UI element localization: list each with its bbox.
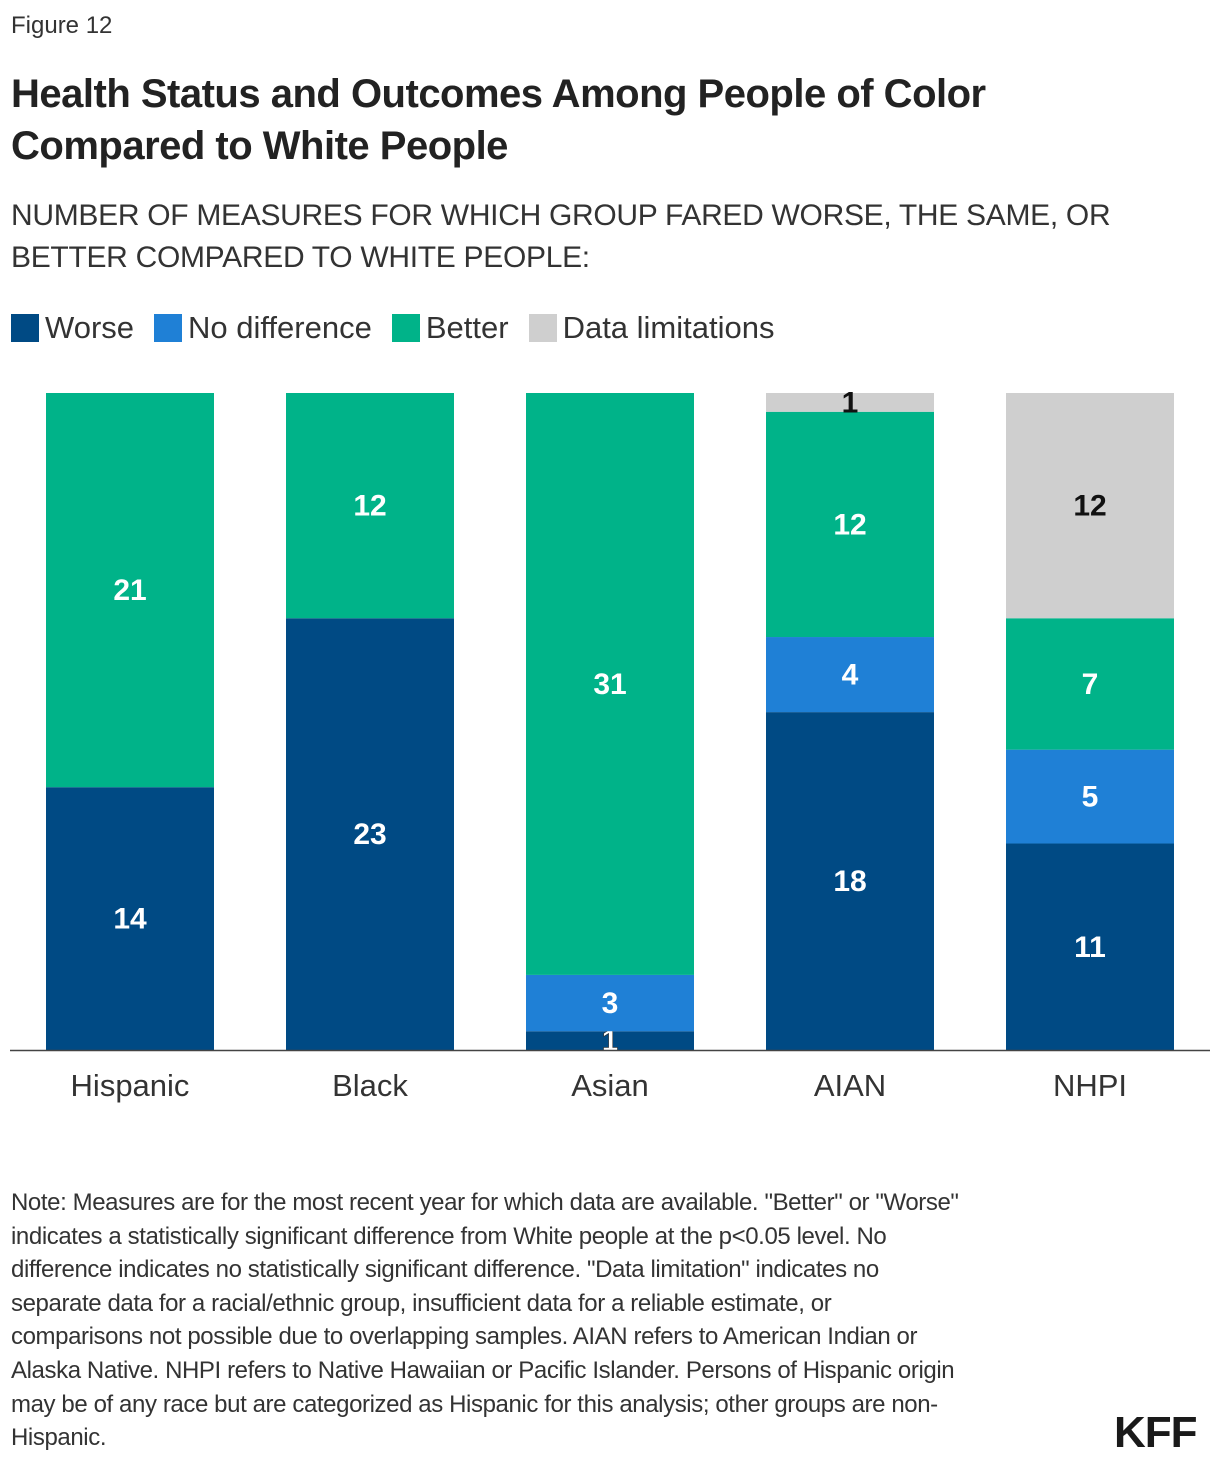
- legend-swatch: [154, 314, 183, 342]
- data-label: 12: [353, 490, 386, 523]
- stacked-bar-chart: 14 21 Hispanic 23 12 Black 1 3 31 Asian 18 4 12 1 AIAN…: [10, 386, 1210, 1103]
- note-line: separate data for a racial/ethnic group,…: [11, 1289, 832, 1317]
- bar-segment-aian-worse: [766, 712, 934, 1050]
- data-label: 7: [1082, 668, 1099, 701]
- bar-segment-aian-better: [766, 411, 934, 638]
- legend-label: No difference: [188, 310, 372, 345]
- data-label: 1: [602, 1025, 619, 1058]
- data-label: 5: [1082, 781, 1099, 814]
- data-label: 3: [602, 987, 619, 1020]
- chart-title: Health Status and Outcomes Among People …: [11, 72, 986, 168]
- legend-label: Better: [425, 310, 509, 345]
- data-label: 1: [842, 386, 859, 419]
- chart-subtitle: NUMBER OF MEASURES FOR WHICH GROUP FARED…: [11, 199, 1111, 274]
- data-label: 12: [1073, 490, 1106, 523]
- bar-segment-nhpi-better: [1006, 618, 1174, 750]
- data-label: 11: [1074, 931, 1106, 964]
- data-label: 23: [353, 818, 386, 851]
- x-tick-label: NHPI: [1053, 1068, 1127, 1103]
- legend-item-better: Better: [391, 310, 509, 346]
- bar-segment-aian-data-limitations: [766, 393, 934, 412]
- legend-swatch: [391, 314, 420, 342]
- x-tick-label: Hispanic: [71, 1068, 190, 1103]
- bar-segment-asian-worse: [526, 1031, 694, 1050]
- legend-item-data-limitations: Data limitations: [528, 310, 775, 346]
- bar-segment-nhpi-data-limitations: [1006, 393, 1174, 619]
- figure-label: Figure 12: [11, 12, 113, 39]
- note-line: difference indicates no statistically si…: [11, 1256, 879, 1284]
- data-label: 18: [833, 865, 866, 898]
- note-line: may be of any race but are categorized a…: [11, 1390, 938, 1418]
- note-line: Hispanic.: [11, 1424, 107, 1452]
- bar-segment-black-better: [286, 393, 454, 619]
- x-tick-label: Asian: [571, 1068, 649, 1103]
- data-label: 14: [113, 903, 147, 936]
- note-line: Note: Measures are for the most recent y…: [11, 1189, 959, 1216]
- bar-segment-nhpi-no-difference: [1006, 749, 1174, 844]
- x-tick-label: Black: [332, 1068, 408, 1103]
- note-line: comparisons not possible due to overlapp…: [11, 1323, 918, 1351]
- data-label: 31: [593, 668, 626, 701]
- note-line: indicates a statistically significant di…: [11, 1222, 887, 1250]
- data-label: 12: [833, 508, 866, 541]
- kff-logo: KFF: [1114, 1408, 1198, 1457]
- bar-segment-hispanic-worse: [46, 787, 214, 1050]
- legend-item-no-difference: No difference: [154, 310, 372, 346]
- bar-segment-nhpi-worse: [1006, 843, 1174, 1050]
- legend-label: Worse: [45, 310, 135, 345]
- bar-segment-asian-no-difference: [526, 974, 694, 1032]
- bar-segment-aian-no-difference: [766, 637, 934, 713]
- legend-swatch: [528, 314, 557, 342]
- x-tick-label: AIAN: [814, 1068, 886, 1103]
- legend-swatch: [11, 314, 39, 342]
- bar-segment-black-worse: [286, 618, 454, 1050]
- legend-item-worse: Worse: [11, 310, 134, 346]
- legend: Worse No difference Better Data limitati…: [11, 310, 794, 346]
- chart-note: Note: Measures are for the most recent y…: [11, 1186, 1101, 1455]
- bar-segment-asian-better: [526, 393, 694, 975]
- data-label: 4: [842, 659, 859, 692]
- legend-label: Data limitations: [562, 310, 775, 345]
- bar-segment-hispanic-better: [46, 393, 214, 788]
- data-label: 21: [113, 574, 146, 607]
- note-line: Alaska Native. NHPI refers to Native Haw…: [11, 1356, 955, 1384]
